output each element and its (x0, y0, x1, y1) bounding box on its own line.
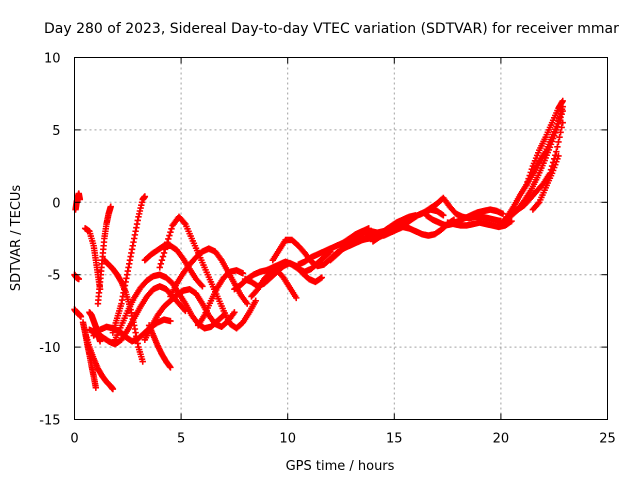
grid (74, 57, 608, 420)
data-point (558, 124, 565, 131)
x-tick-label: 0 (70, 432, 78, 447)
y-tick-label: -10 (39, 341, 60, 356)
data-point (160, 249, 168, 257)
data-point (231, 309, 238, 316)
data-point (77, 313, 85, 320)
data-point (440, 212, 447, 219)
series-sat-03 (71, 306, 85, 320)
series-sat-05 (81, 329, 117, 393)
data-point (109, 385, 117, 393)
series-sat-36 (529, 152, 562, 213)
data-point (252, 297, 259, 304)
data-point (293, 294, 300, 302)
data-point (162, 242, 170, 249)
data-point (158, 257, 166, 264)
x-tick-label: 10 (279, 432, 296, 447)
data-point (557, 114, 564, 121)
y-axis: -15 -10 -5 0 5 10 (39, 52, 608, 429)
data-point (528, 166, 536, 173)
x-axis-label: GPS time / hours (286, 459, 395, 474)
data-point (199, 283, 206, 290)
series-sat-28 (380, 216, 458, 239)
series-sat-15 (145, 322, 174, 371)
data-point (556, 133, 563, 141)
x-tick-label: 5 (177, 432, 185, 447)
data-point (508, 217, 515, 225)
y-tick-label: 10 (44, 52, 61, 67)
data-point (167, 229, 174, 236)
series-sat-01 (72, 190, 84, 213)
series-sat-12 (109, 193, 149, 336)
x-tick-label: 25 (599, 432, 616, 447)
data-point (139, 358, 146, 365)
series-sat-08 (94, 203, 114, 307)
data-point (167, 317, 174, 325)
series-sat-22 (248, 267, 300, 302)
data-point (555, 152, 562, 160)
data-point (166, 232, 173, 239)
data-point (554, 143, 561, 150)
plot-frame (74, 57, 608, 420)
data-point (526, 172, 533, 179)
data-point (107, 203, 114, 210)
data-point (75, 275, 82, 283)
data-point (243, 300, 251, 307)
data-point (557, 129, 564, 136)
series-sat-18 (167, 245, 251, 307)
data-point (161, 246, 169, 253)
series-sat-19 (194, 267, 247, 329)
y-tick-label: -15 (39, 414, 60, 429)
data-point (156, 264, 163, 271)
data-point (524, 178, 531, 185)
data-point (96, 338, 104, 345)
data-point (318, 274, 326, 281)
data-points (71, 97, 566, 393)
x-axis: 0 5 10 15 20 25 (70, 57, 616, 447)
data-point (164, 239, 171, 246)
data-point (553, 148, 560, 155)
data-point (159, 253, 167, 260)
data-point (239, 270, 247, 277)
data-point (499, 210, 507, 218)
y-tick-label: 5 (52, 124, 60, 139)
data-point (92, 384, 100, 391)
data-point (181, 219, 188, 227)
series-sat-35 (523, 97, 566, 189)
data-point (559, 97, 566, 105)
data-point (157, 260, 165, 268)
data-point (167, 364, 174, 371)
chart-title: Day 280 of 2023, Sidereal Day-to-day VTE… (44, 21, 619, 37)
y-axis-label: SDTVAR / TECUs (9, 185, 24, 292)
data-point (535, 200, 542, 207)
data-point (558, 111, 565, 118)
series-sat-29 (401, 194, 505, 228)
data-point (168, 225, 175, 233)
data-point (553, 126, 560, 134)
data-point (76, 196, 84, 203)
y-tick-label: -5 (48, 269, 61, 284)
data-point (523, 181, 530, 189)
data-point (555, 138, 562, 146)
y-tick-label: 0 (52, 196, 60, 211)
data-point (559, 119, 566, 126)
data-point (141, 193, 149, 200)
x-tick-label: 15 (386, 432, 403, 447)
data-point (555, 120, 562, 127)
data-point (525, 175, 532, 182)
data-point (165, 235, 172, 243)
series-sat-31 (444, 217, 515, 231)
x-tick-label: 20 (493, 432, 510, 447)
data-point (198, 281, 205, 289)
data-point (527, 169, 534, 176)
